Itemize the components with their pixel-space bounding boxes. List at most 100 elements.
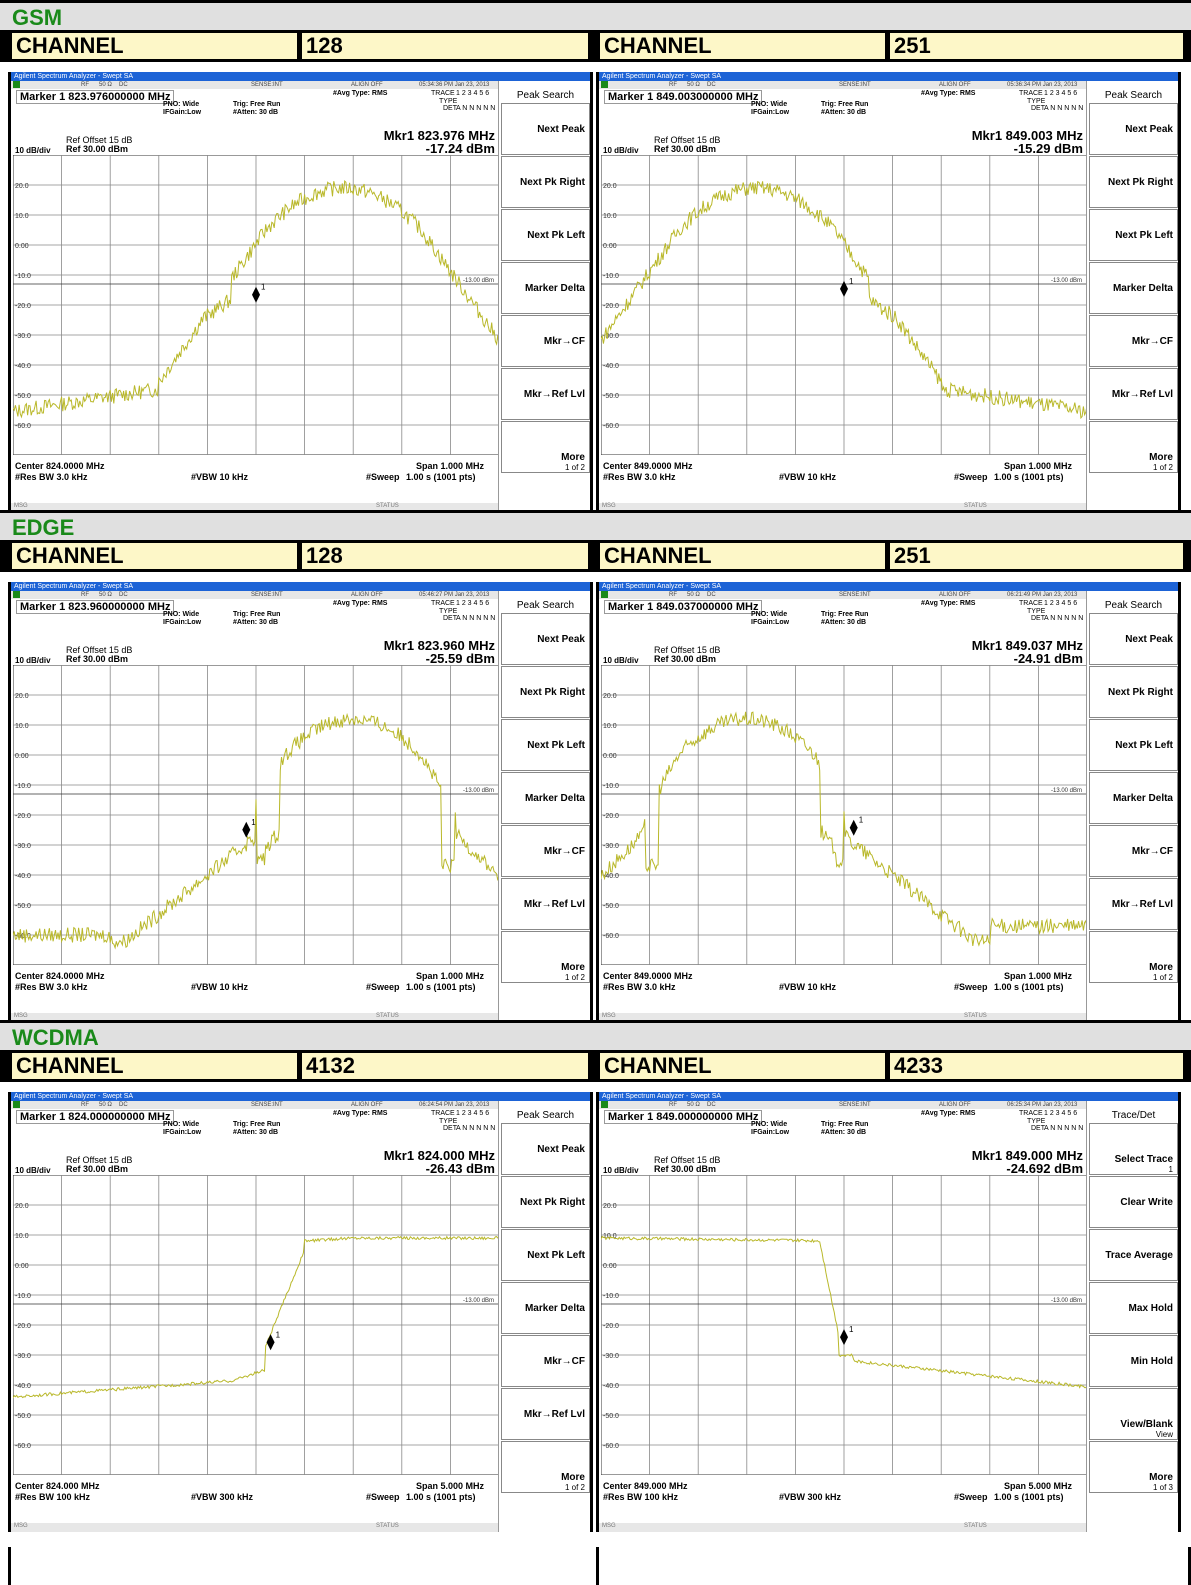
y-tick-label: -30.0 — [15, 843, 31, 850]
marker-number: 1 — [849, 1325, 854, 1334]
info-text: ALIGN OFF — [939, 1102, 971, 1108]
softkey-label: Marker Delta — [1112, 792, 1173, 804]
trigger-setting: Trig: Free Run — [821, 101, 869, 108]
scale-per-div: 10 dB/div — [15, 656, 51, 665]
softkey-label: Next Pk Left — [1115, 739, 1173, 751]
marker-frequency[interactable]: Marker 1 823.976000000 MHz — [16, 90, 175, 104]
softkey-button[interactable]: Max Hold — [1089, 1282, 1178, 1334]
marker-frequency[interactable]: Marker 1 824.000000000 MHz — [16, 1110, 175, 1124]
type-label: TYPE — [439, 1118, 458, 1125]
softkey-button[interactable]: Select Trace 1 — [1089, 1123, 1178, 1175]
center-frequency: Center 824.000 MHz — [15, 1481, 100, 1491]
center-frequency: Center 849.0000 MHz — [603, 971, 693, 981]
softkey-button[interactable]: Next Pk Left — [501, 719, 590, 771]
ifgain-setting: IFGain:Low — [163, 1129, 202, 1136]
marker-frequency[interactable]: Marker 1 823.960000000 MHz — [16, 600, 175, 614]
timestamp: 05:34:36 PM Jan 23, 2013 — [419, 82, 490, 88]
info-text: 50 Ω — [687, 592, 700, 598]
softkey-button[interactable]: Mkr→CF — [501, 825, 590, 877]
softkey-button[interactable]: Marker Delta — [501, 262, 590, 314]
analyzer-title: Agilent Spectrum Analyzer - Swept SA — [602, 73, 722, 80]
softkey-button[interactable]: Marker Delta — [501, 1282, 590, 1334]
info-text: ALIGN OFF — [351, 592, 383, 598]
spectrum-plot: 20.0 10.0 0.00 -10.0 -20.0 -30.0 -40.0 -50.0 -60… — [601, 1175, 1087, 1475]
softkey-button[interactable]: Next Pk Right — [1089, 156, 1178, 208]
softkey-button[interactable]: Mkr→CF — [1089, 825, 1178, 877]
marker-frequency[interactable]: Marker 1 849.037000000 MHz — [604, 600, 763, 614]
channel-label: CHANNEL — [600, 1053, 885, 1079]
softkey-button[interactable]: Mkr→Ref Lvl — [501, 878, 590, 930]
softkey-button[interactable]: Next Pk Left — [1089, 719, 1178, 771]
softkey-button[interactable]: Mkr→CF — [1089, 315, 1178, 367]
softkey-button[interactable]: More 1 of 3 — [1089, 1441, 1178, 1493]
softkey-button[interactable]: Next Pk Right — [1089, 666, 1178, 718]
y-tick-label: -60.0 — [603, 933, 619, 940]
softkey-button[interactable]: Next Peak — [501, 1123, 590, 1175]
softkey-button[interactable]: More 1 of 2 — [1089, 421, 1178, 473]
analyzer-title-bar: Agilent Spectrum Analyzer - Swept SA — [11, 582, 590, 591]
softkey-button[interactable]: Mkr→CF — [501, 1335, 590, 1387]
marker-diamond[interactable] — [252, 286, 260, 303]
softkey-button[interactable]: More 1 of 2 — [501, 931, 590, 983]
softkey-button[interactable]: Marker Delta — [1089, 772, 1178, 824]
info-text: RF — [669, 1102, 677, 1108]
softkey-button[interactable]: Mkr→Ref Lvl — [501, 1388, 590, 1440]
softkey-button[interactable]: Mkr→Ref Lvl — [1089, 878, 1178, 930]
softkey-button[interactable]: Next Peak — [501, 613, 590, 665]
softkey-button[interactable]: Next Pk Left — [1089, 209, 1178, 261]
analyzer-title: Agilent Spectrum Analyzer - Swept SA — [14, 583, 134, 590]
marker-diamond[interactable] — [849, 819, 858, 836]
softkey-sublabel: 1 of 2 — [564, 1483, 585, 1492]
softkey-button[interactable]: Mkr→Ref Lvl — [501, 368, 590, 420]
marker-frequency[interactable]: Marker 1 849.003000000 MHz — [604, 90, 763, 104]
softkey-button[interactable]: More 1 of 2 — [501, 1441, 590, 1493]
marker-diamond[interactable] — [266, 1334, 275, 1351]
softkey-button[interactable]: Trace Average — [1089, 1229, 1178, 1281]
resolution-bandwidth: #Res BW 3.0 kHz — [603, 982, 676, 992]
marker-readout-frequency: Mkr1 823.976 MHz — [383, 128, 495, 143]
softkey-button[interactable]: More 1 of 2 — [1089, 931, 1178, 983]
y-tick-label: 10.0 — [15, 1233, 29, 1240]
softkey-button[interactable]: Marker Delta — [501, 772, 590, 824]
softkey-button[interactable]: Next Peak — [1089, 613, 1178, 665]
softkey-label: Trace Average — [1105, 1249, 1173, 1261]
softkey-button[interactable]: Marker Delta — [1089, 262, 1178, 314]
video-bandwidth: #VBW 300 kHz — [191, 1492, 254, 1502]
avg-type: #Avg Type: RMS — [333, 1110, 388, 1117]
msg-label: MSG — [602, 1523, 616, 1529]
marker-diamond[interactable] — [840, 280, 848, 297]
ref-offset: Ref Offset 15 dB — [654, 135, 721, 145]
limit-line-label: -13.00 dBm — [463, 1298, 494, 1304]
softkey-label: More — [1149, 1472, 1173, 1483]
softkey-button[interactable]: Next Peak — [1089, 103, 1178, 155]
trace-numbers: 1 2 3 4 5 6 — [456, 600, 490, 607]
channel-label: CHANNEL — [600, 33, 885, 59]
sweep-label: #Sweep — [954, 472, 988, 482]
spectrum-plot: 20.0 10.0 0.00 -10.0 -20.0 -30.0 -40.0 -50.0 -60… — [13, 1175, 499, 1475]
softkey-button[interactable]: Mkr→CF — [501, 315, 590, 367]
pno-setting: PNO: Wide — [751, 1121, 788, 1128]
marker-frequency[interactable]: Marker 1 849.000000000 MHz — [604, 1110, 763, 1124]
marker-diamond[interactable] — [242, 821, 251, 838]
softkey-label: Next Pk Left — [527, 1249, 585, 1261]
softkey-sublabel: View — [1155, 1430, 1173, 1439]
softkey-button[interactable]: More 1 of 2 — [501, 421, 590, 473]
marker-readout-frequency: Mkr1 849.003 MHz — [971, 128, 1083, 143]
softkey-label: Mkr→Ref Lvl — [523, 898, 585, 910]
type-label: TYPE — [1027, 1118, 1046, 1125]
softkey-button[interactable]: Mkr→Ref Lvl — [1089, 368, 1178, 420]
softkey-button[interactable]: Clear Write — [1089, 1176, 1178, 1228]
softkey-button[interactable]: Next Pk Left — [501, 209, 590, 261]
softkey-button[interactable]: Min Hold — [1089, 1335, 1178, 1387]
softkey-button[interactable]: Next Pk Right — [501, 156, 590, 208]
info-text: SENSE:INT — [251, 592, 283, 598]
trace-label: TRACE — [1019, 1110, 1043, 1117]
softkey-button[interactable]: View/Blank View — [1089, 1388, 1178, 1440]
softkey-button[interactable]: Next Pk Right — [501, 666, 590, 718]
softkey-button[interactable]: Next Pk Right — [501, 1176, 590, 1228]
softkey-button[interactable]: Next Peak — [501, 103, 590, 155]
softkey-button[interactable]: Next Pk Left — [501, 1229, 590, 1281]
sweep-value: 1.00 s (1001 pts) — [994, 1492, 1064, 1502]
softkey-label: Mkr→Ref Lvl — [523, 388, 585, 400]
marker-diamond[interactable] — [840, 1329, 848, 1346]
